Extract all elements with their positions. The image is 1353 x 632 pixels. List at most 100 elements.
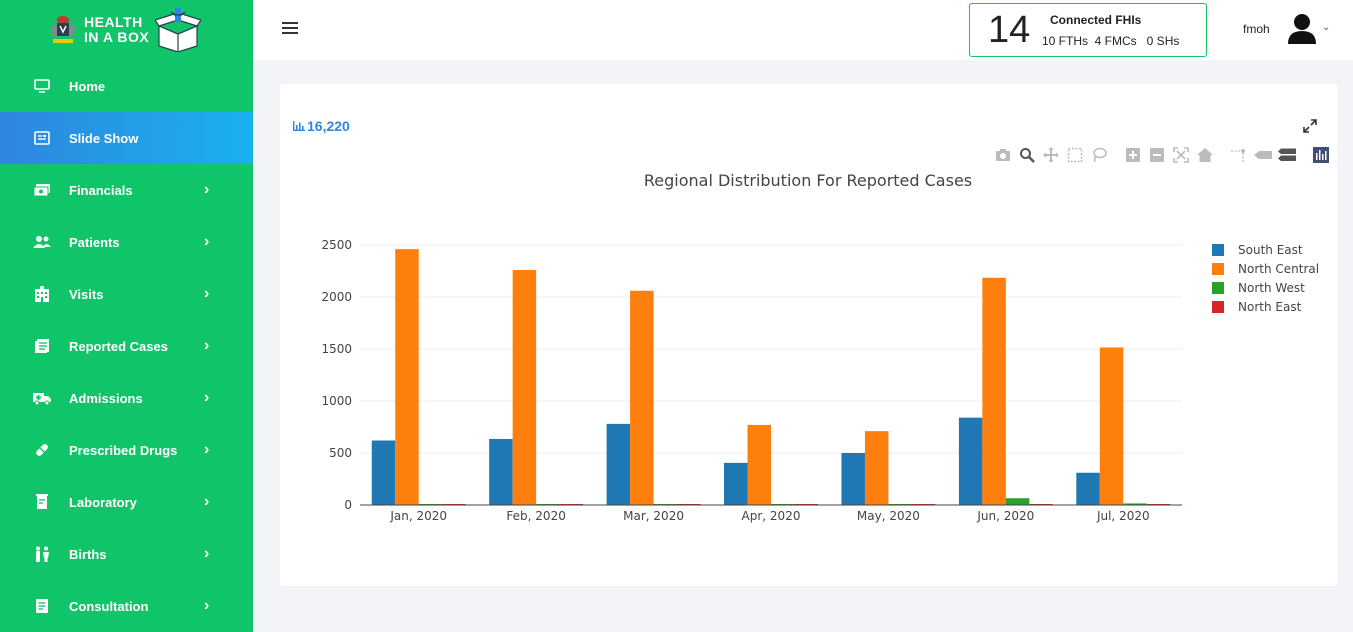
camera-icon[interactable] — [994, 146, 1012, 164]
bar[interactable] — [395, 249, 419, 505]
legend-swatch[interactable] — [1212, 244, 1224, 256]
bar[interactable] — [512, 269, 537, 505]
sidebar-item-label: Home — [69, 78, 106, 94]
x-tick-label: Jan, 2020 — [389, 509, 447, 523]
y-tick-label: 1500 — [321, 342, 352, 356]
bar[interactable] — [982, 277, 1006, 505]
menu-icon[interactable] — [282, 22, 298, 36]
regional-distribution-chart: Regional Distribution For Reported Cases… — [321, 171, 1319, 523]
chevron-down-icon[interactable]: ⌄ — [1322, 22, 1331, 33]
chevron-right-icon: › — [204, 285, 210, 302]
sidebar-item-slide-show[interactable]: Slide Show — [0, 112, 253, 164]
sidebar-item-label: Laboratory — [69, 494, 137, 510]
bar[interactable] — [1123, 503, 1147, 505]
sidebar-item-label: Prescribed Drugs — [69, 442, 178, 458]
monitor-icon — [33, 77, 51, 95]
sidebar-item-label: Visits — [69, 286, 104, 302]
avatar[interactable] — [1286, 12, 1318, 46]
sidebar-item-prescribed-drugs[interactable]: Prescribed Drugs › — [0, 424, 253, 476]
autoscale-icon[interactable] — [1172, 146, 1190, 164]
y-tick-label: 2000 — [321, 290, 352, 304]
coat-of-arms-icon — [51, 16, 75, 43]
chevron-right-icon: › — [204, 545, 210, 562]
sidebar-item-label: Admissions — [69, 390, 143, 406]
legend-label[interactable]: North Central — [1238, 262, 1319, 276]
logo[interactable]: HEALTH IN A BOX — [0, 0, 253, 60]
bar[interactable] — [724, 462, 748, 505]
bar[interactable] — [747, 424, 771, 505]
x-tick-label: Jun, 2020 — [976, 509, 1034, 523]
sidebar-item-financials[interactable]: Financials › — [0, 164, 253, 216]
lasso-icon[interactable] — [1090, 146, 1108, 164]
chart-modebar — [994, 146, 1330, 164]
x-tick-label: Mar, 2020 — [623, 509, 684, 523]
sidebar-item-patients[interactable]: Patients › — [0, 216, 253, 268]
hospital-icon — [33, 285, 51, 303]
zoom-icon[interactable] — [1018, 146, 1036, 164]
chart-card: 16,220 Regional Distribution For Reporte… — [280, 84, 1337, 586]
sidebar-item-births[interactable]: Births › — [0, 528, 253, 580]
x-tick-label: Apr, 2020 — [742, 509, 801, 523]
legend-swatch[interactable] — [1212, 301, 1224, 313]
bar[interactable] — [489, 438, 513, 505]
x-tick-label: Jul, 2020 — [1096, 509, 1150, 523]
spike-lines-icon[interactable] — [1230, 146, 1248, 164]
sidebar-item-label: Patients — [69, 234, 120, 250]
document-icon — [33, 597, 51, 615]
y-tick-label: 500 — [329, 446, 352, 460]
legend-swatch[interactable] — [1212, 263, 1224, 275]
chart-bars — [371, 249, 1171, 505]
users-icon — [33, 233, 51, 251]
bar[interactable] — [864, 431, 889, 505]
chevron-right-icon: › — [204, 337, 210, 354]
chevron-right-icon: › — [204, 597, 210, 614]
family-icon — [33, 545, 51, 563]
total-cases: 16,220 — [293, 118, 350, 134]
sidebar-item-home[interactable]: Home — [0, 60, 253, 112]
y-tick-label: 1000 — [321, 394, 352, 408]
legend-label[interactable]: South East — [1238, 243, 1303, 257]
legend-label[interactable]: North East — [1238, 300, 1302, 314]
bar[interactable] — [606, 423, 631, 505]
legend-label[interactable]: North West — [1238, 281, 1305, 295]
brand-text: HEALTH IN A BOX — [84, 15, 149, 45]
y-axis: 0 500 1000 1500 2000 2500 — [321, 238, 352, 512]
sidebar-item-label: Financials — [69, 182, 133, 198]
pan-icon[interactable] — [1042, 146, 1060, 164]
bar[interactable] — [1099, 347, 1124, 505]
hover-compare-icon[interactable] — [1278, 146, 1296, 164]
y-tick-label: 2500 — [321, 238, 352, 252]
total-value: 16,220 — [307, 118, 350, 134]
bar[interactable] — [1005, 498, 1030, 505]
bar[interactable] — [841, 453, 865, 505]
box-select-icon[interactable] — [1066, 146, 1084, 164]
x-tick-label: May, 2020 — [857, 509, 920, 523]
plotly-logo-icon[interactable] — [1312, 146, 1330, 164]
y-tick-label: 0 — [344, 498, 352, 512]
home-icon[interactable] — [1196, 146, 1214, 164]
sidebar-item-label: Births — [69, 546, 107, 562]
chevron-right-icon: › — [204, 233, 210, 250]
sidebar-item-reported-cases[interactable]: Reported Cases › — [0, 320, 253, 372]
money-icon — [33, 181, 51, 199]
zoom-out-icon[interactable] — [1148, 146, 1166, 164]
chevron-right-icon: › — [204, 389, 210, 406]
zoom-in-icon[interactable] — [1124, 146, 1142, 164]
sidebar-item-label: Consultation — [69, 598, 149, 614]
hover-closest-icon[interactable] — [1254, 146, 1272, 164]
ambulance-icon — [33, 389, 51, 407]
fhi-breakdown: 10 FTHs 4 FMCs 0 SHs — [1042, 34, 1180, 48]
user-name[interactable]: fmoh — [1243, 22, 1270, 36]
sidebar-item-consultation[interactable]: Consultation › — [0, 580, 253, 632]
bar[interactable] — [888, 503, 912, 505]
expand-icon[interactable] — [1302, 118, 1318, 134]
sidebar-item-admissions[interactable]: Admissions › — [0, 372, 253, 424]
chevron-right-icon: › — [204, 493, 210, 510]
sidebar-item-laboratory[interactable]: Laboratory › — [0, 476, 253, 528]
bar[interactable] — [371, 440, 396, 505]
sidebar-item-visits[interactable]: Visits › — [0, 268, 253, 320]
bar[interactable] — [958, 417, 983, 505]
legend-swatch[interactable] — [1212, 282, 1224, 294]
bar[interactable] — [630, 290, 654, 505]
bar[interactable] — [1076, 472, 1100, 505]
